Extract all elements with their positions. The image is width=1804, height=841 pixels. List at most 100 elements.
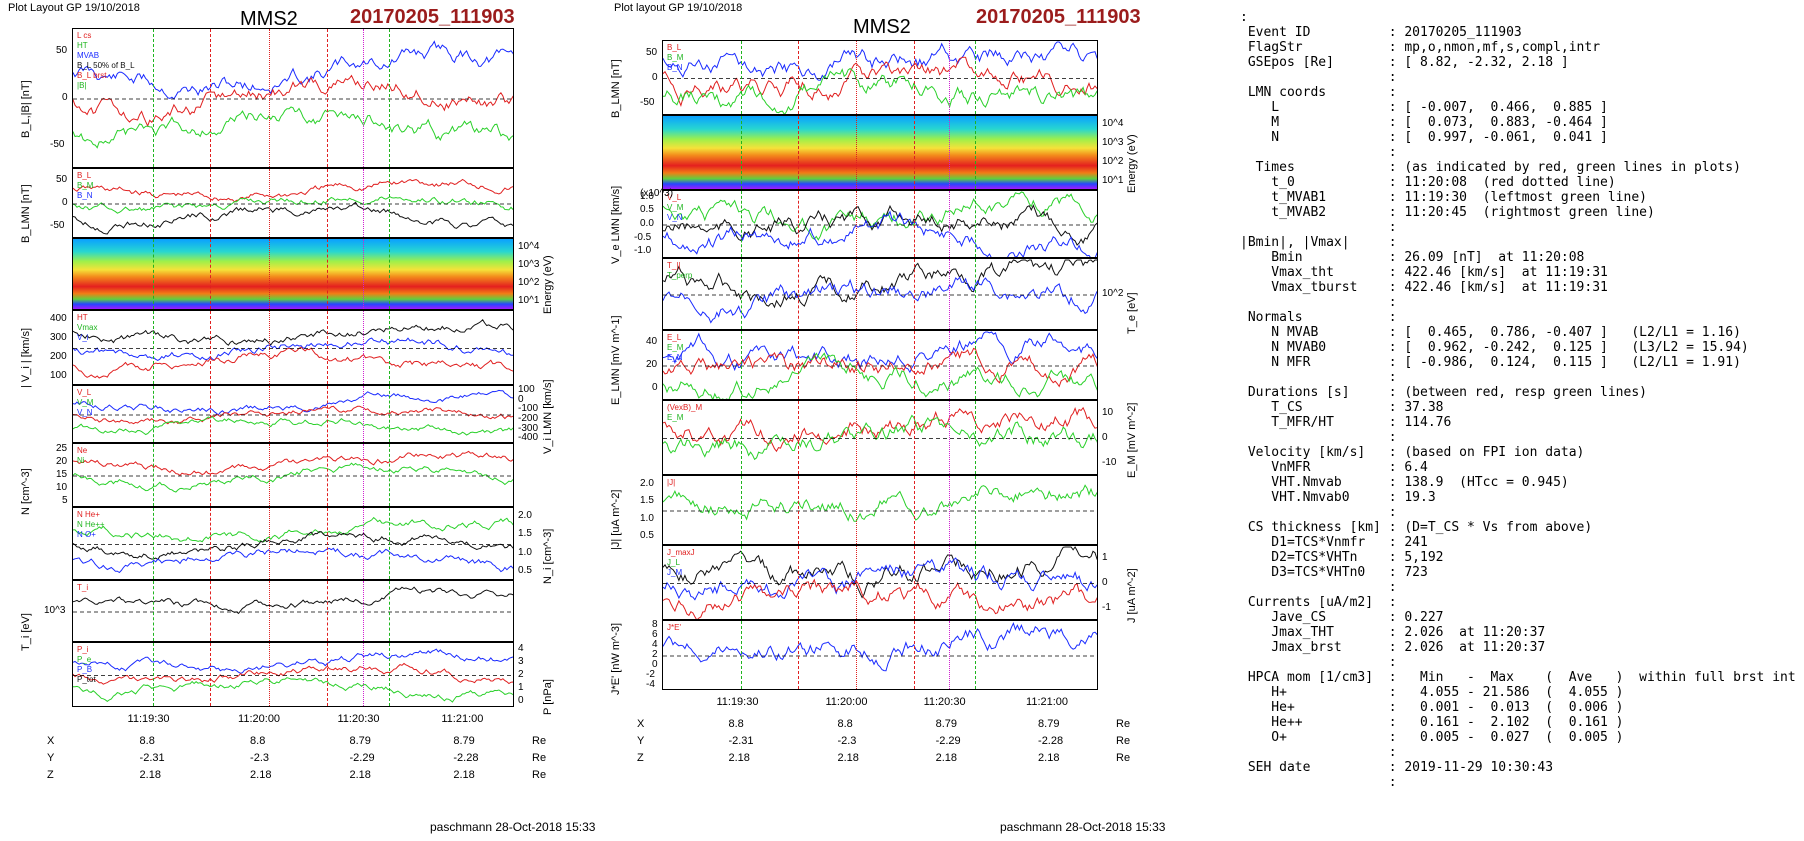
left-panel-2-tick-label: 0	[62, 197, 68, 208]
mid-panel-8-series-2	[663, 557, 1097, 601]
left-panel-1-legend-item: HT	[77, 41, 88, 50]
info-line: He+ : 0.001 - 0.013 ( 0.006 )	[1240, 700, 1624, 715]
mid-panel-3-tick-label: -0.5	[634, 231, 652, 243]
left-panel-7-legend-item: N O+	[77, 530, 96, 539]
mid-marker-line-4	[974, 621, 976, 689]
mid-marker-line-6	[856, 331, 858, 399]
left-panel-1-legend-item: |B|	[77, 81, 87, 90]
event-info-text: : Event ID : 20170205_111903 FlagStr : m…	[1240, 10, 1796, 790]
mid-panel-9-legend-item: J*E'	[667, 623, 681, 632]
left-panel-4-series-3	[73, 346, 513, 379]
left-panel-4-tick-label: 100	[50, 369, 67, 381]
info-line: :	[1240, 220, 1397, 235]
mid-panel-2-tick-label: 10^3	[1102, 137, 1124, 149]
left-panel-7-series-2	[73, 531, 513, 561]
mid-panel-6: (VexB)_M E_M	[662, 400, 1098, 475]
left-panel-9-tick-label: 0	[518, 694, 524, 706]
left-coord-value: -2.28	[453, 752, 479, 764]
mid-panel-3-series-1	[663, 191, 1097, 241]
left-panel-9-series-3	[73, 677, 513, 703]
mid-panel-8-series-3	[663, 578, 1097, 619]
left-panel-2-series-1	[73, 178, 513, 203]
left-spacecraft: MMS2	[240, 8, 298, 30]
mid-panel-7-legend-item: |J|	[667, 478, 676, 487]
mid-marker-line-4	[974, 331, 976, 399]
info-line: Jmax_THT : 2.026 at 11:20:37	[1240, 625, 1546, 640]
mid-panel-3-svg	[663, 191, 1097, 257]
info-line: M : [ 0.073, 0.883, -0.464 ]	[1240, 115, 1608, 130]
mid-marker-line-2	[913, 41, 915, 114]
mid-panel-9-tick-label: 2	[652, 649, 658, 660]
left-marker-line-4	[389, 386, 391, 442]
left-marker-line-5	[362, 386, 364, 442]
mid-marker-line-6	[856, 116, 858, 189]
left-panel-3-ylabel-right: Energy (eV)	[542, 255, 554, 314]
info-line: T_CS : 37.38	[1240, 400, 1444, 415]
left-panel-5-tick-label: 100	[518, 383, 535, 395]
info-line: :	[1240, 370, 1397, 385]
info-line: :	[1240, 145, 1397, 160]
left-panel-9: P_i P_e P_B P_tot	[72, 642, 514, 707]
left-panel-5-tick-label: -400	[518, 432, 539, 444]
info-line: LMN coords :	[1240, 85, 1397, 100]
left-panel-5-legend-item: V_L	[77, 388, 92, 397]
mid-marker-line-3	[741, 331, 743, 399]
mid-panel-1-series-1	[663, 41, 1097, 81]
mid-marker-line-6	[856, 546, 858, 619]
left-x-tick-label: 11:21:00	[441, 713, 484, 725]
mid-marker-line-3	[741, 191, 743, 257]
left-panel-7-series-3	[73, 547, 513, 574]
info-line: Velocity [km/s] : (based on FPI ion data…	[1240, 445, 1585, 460]
mid-panel-5-series-1	[663, 331, 1097, 374]
mid-panel-5: E_L E_M E_N	[662, 330, 1098, 400]
mid-marker-line-5	[948, 41, 950, 114]
left-panel-6-series-1	[73, 450, 513, 477]
left-panel-7-tick-label: 1.0	[518, 546, 532, 558]
left-event: 20170205_111903	[350, 6, 515, 28]
mid-coord-value: 8.8	[837, 718, 853, 730]
left-marker-line-3	[152, 311, 154, 384]
left-marker-line-2	[327, 169, 329, 237]
left-panel-1-legend-item: B_L brst	[77, 71, 107, 80]
mid-marker-line-1	[798, 259, 800, 329]
left-marker-line-6	[268, 444, 270, 506]
mid-x-tick-label: 11:19:30	[716, 696, 759, 708]
left-marker-line-3	[152, 581, 154, 641]
mid-panel-3-tick-label: 0.0	[640, 218, 654, 229]
left-panel-2-legend: B_L B_M B_N	[77, 171, 93, 201]
info-line: Normals :	[1240, 310, 1397, 325]
left-marker-line-2	[327, 386, 329, 442]
left-panel-6-svg	[73, 450, 513, 493]
left-coord-label-x: X	[47, 735, 55, 747]
mid-coord-unit: Re	[1116, 735, 1131, 747]
left-panel-5-legend-item: V_N	[77, 408, 93, 417]
left-panel-2-legend-item: B_N	[77, 191, 93, 200]
mid-panel-8-svg	[663, 546, 1097, 619]
left-panel-4-ylabel: | V_i | [km/s]	[20, 327, 32, 388]
left-panel-1-legend-item: MVAB	[77, 51, 100, 60]
mid-panel-4-svg	[663, 259, 1097, 324]
left-panel-1-svg	[73, 40, 513, 149]
left-coord-unit: Re	[532, 769, 547, 781]
left-marker-line-3	[152, 239, 154, 309]
info-line: Jmax_brst : 2.026 at 11:20:37	[1240, 640, 1546, 655]
left-marker-line-1	[210, 643, 212, 706]
left-panel-2-series-2	[73, 196, 513, 214]
info-line: O+ : 0.005 - 0.027 ( 0.005 )	[1240, 730, 1624, 745]
left-coord-unit: Re	[532, 735, 547, 747]
left-panel-3	[72, 238, 514, 310]
mid-panel-5-tick-label: 40	[646, 335, 658, 347]
left-coord-value: 2.18	[453, 769, 475, 781]
left-marker-line-2	[327, 508, 329, 579]
info-line: D3=TCS*VHTn0 : 723	[1240, 565, 1428, 580]
mid-panel-5-legend-item: E_L	[667, 333, 682, 342]
info-line: Vmax_tht : 422.46 [km/s] at 11:19:31	[1240, 265, 1608, 280]
mid-panel-3-tick-label: 0.5	[640, 204, 654, 216]
mid-marker-line-5	[948, 191, 950, 257]
left-panel-8: T_i	[72, 580, 514, 642]
info-line: D1=TCS*Vnmfr : 241	[1240, 535, 1428, 550]
left-panel-6: Ne Ni	[72, 443, 514, 507]
left-marker-line-3	[152, 169, 154, 237]
left-marker-line-1	[210, 29, 212, 167]
mid-panel-3-series-3	[663, 210, 1097, 257]
